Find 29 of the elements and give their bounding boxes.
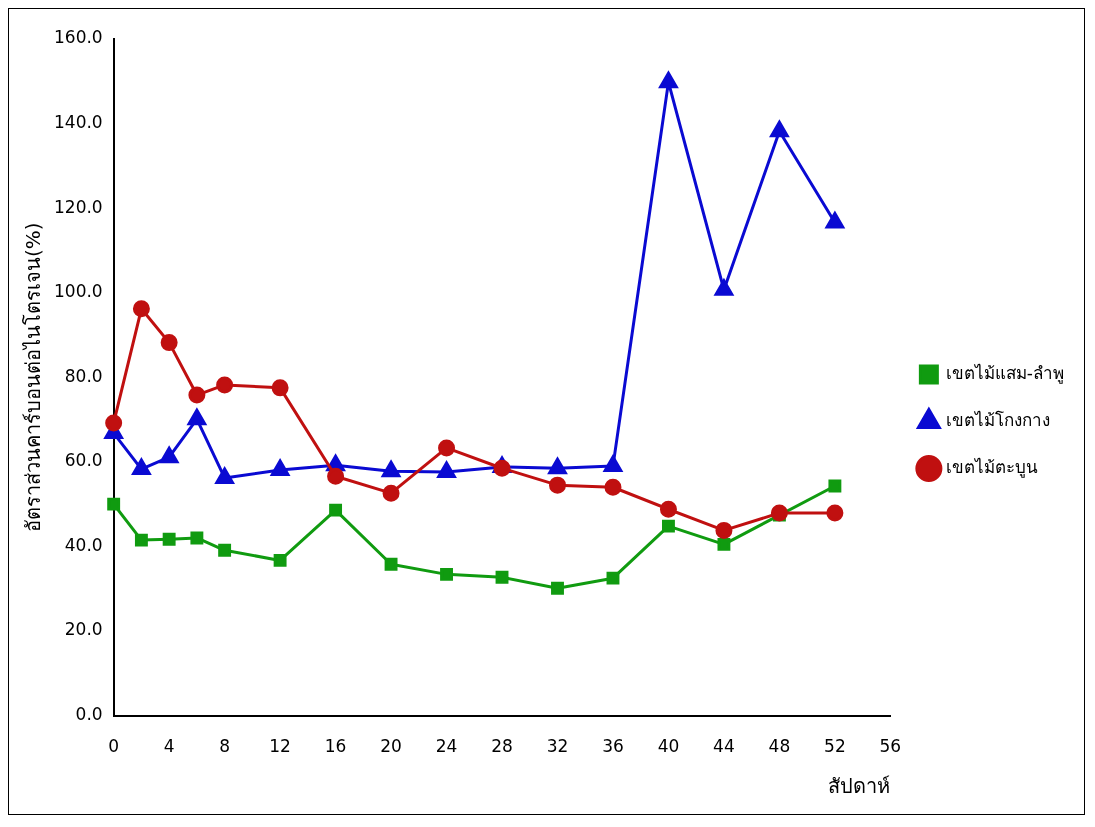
x-tick-label: 16: [324, 736, 347, 757]
x-tick-label: 8: [219, 736, 231, 757]
y-tick-label: 0.0: [75, 704, 103, 725]
legend-label: เขตไม้โกงกาง: [945, 409, 1050, 430]
legend-label: เขตไม้แสม-ลำพู: [945, 362, 1065, 384]
y-tick-label: 120.0: [54, 196, 103, 217]
x-tick-label: 28: [491, 736, 513, 757]
x-tick-label: 56: [879, 736, 902, 757]
x-axis-title: สัปดาห์: [828, 774, 891, 799]
y-axis-title: อัตราส่วนคาร์บอนต่อไนโตรเจน(%): [21, 222, 46, 533]
x-tick-label: 32: [546, 736, 569, 757]
y-tick-label: 100.0: [54, 281, 103, 302]
x-tick-label: 20: [380, 736, 402, 757]
legend-label: เขตไม้ตะบูน: [945, 456, 1038, 478]
x-tick-label: 52: [824, 736, 846, 757]
x-tick-label: 48: [768, 736, 791, 757]
x-tick-label: 24: [435, 736, 458, 757]
y-tick-label: 160.0: [54, 27, 103, 48]
x-tick-label: 12: [269, 736, 291, 757]
y-tick-label: 40.0: [64, 534, 103, 555]
x-tick-label: 4: [163, 736, 175, 757]
x-tick-label: 36: [602, 736, 624, 757]
x-tick-label: 44: [713, 736, 735, 757]
y-tick-label: 140.0: [54, 112, 103, 132]
x-tick-label: 0: [108, 736, 120, 757]
x-tick-label: 40: [657, 736, 680, 757]
y-tick-label: 80.0: [64, 365, 103, 386]
y-tick-label: 60.0: [64, 450, 103, 471]
y-tick-label: 20.0: [64, 619, 103, 640]
